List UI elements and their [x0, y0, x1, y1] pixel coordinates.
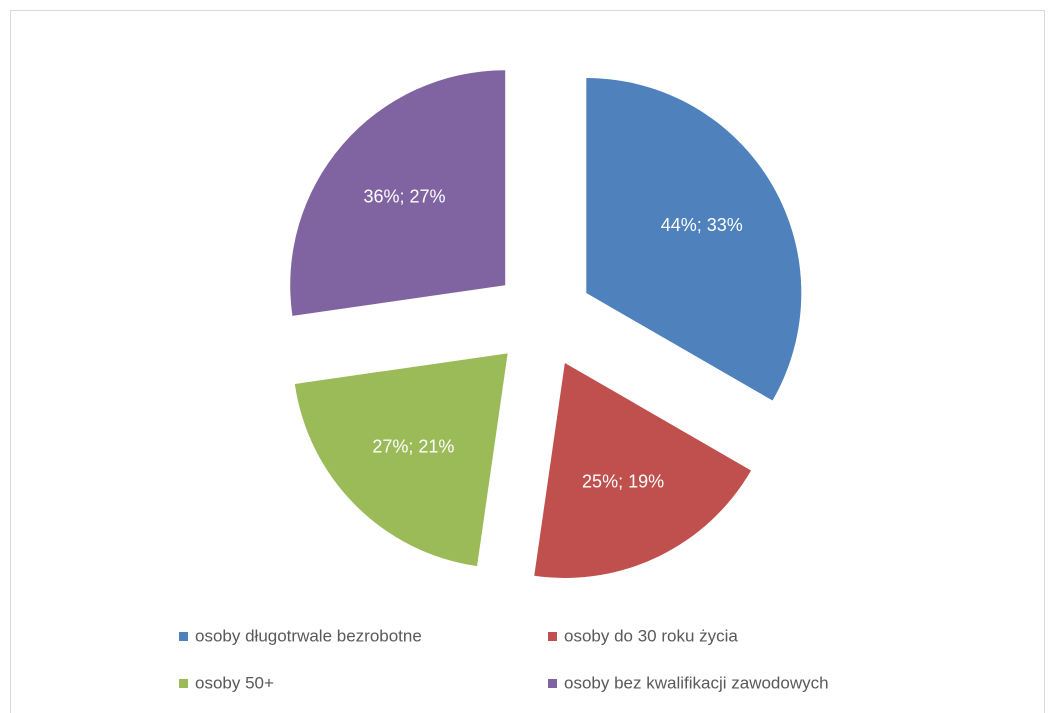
data-label: 36%; 27%: [363, 187, 445, 207]
legend-swatch: [179, 632, 188, 641]
data-label: 25%; 19%: [582, 472, 664, 492]
legend-label: osoby do 30 roku życia: [564, 626, 738, 645]
legend-label: osoby bez kwalifikacji zawodowych: [564, 673, 829, 692]
legend-swatch: [548, 632, 557, 641]
pie-slice: [290, 70, 506, 316]
chart-frame: [10, 10, 1045, 713]
data-label: 44%; 33%: [661, 215, 743, 235]
legend-swatch: [179, 679, 188, 688]
legend-swatch: [548, 679, 557, 688]
legend-label: osoby długotrwale bezrobotne: [195, 626, 422, 645]
legend-label: osoby 50+: [195, 673, 274, 692]
pie-slice: [586, 78, 802, 401]
pie-slice: [534, 362, 752, 578]
pie-slice: [294, 353, 508, 567]
data-label: 27%; 21%: [372, 436, 454, 456]
